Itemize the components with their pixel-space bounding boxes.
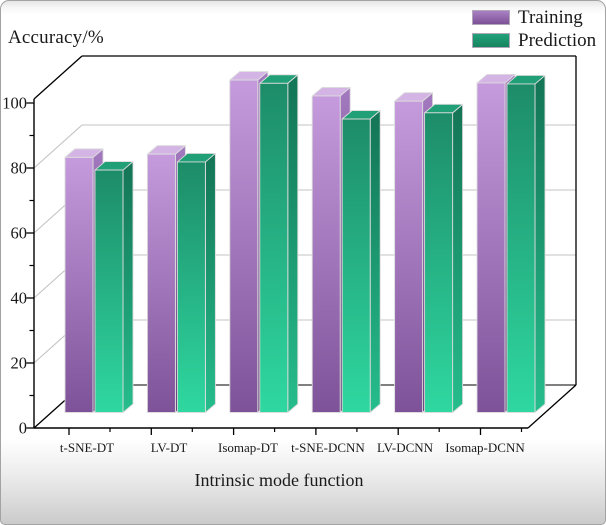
chart-line xyxy=(527,384,577,429)
x-category-label-LV-DCNN: LV-DCNN xyxy=(377,440,434,455)
bar-prediction-Isomap-DCNN-side xyxy=(534,74,546,413)
bar-training-LV-DT xyxy=(146,153,176,413)
y-tick-label-80: 80 xyxy=(11,159,28,178)
x-category-label-t-SNE-DT: t-SNE-DT xyxy=(60,440,114,455)
legend-item-prediction: Prediction xyxy=(472,29,596,52)
bar-prediction-Isomap-DCNN xyxy=(506,83,536,413)
bar-prediction-LV-DT-side xyxy=(204,152,216,413)
legend-swatch-prediction xyxy=(472,33,510,48)
bar-prediction-LV-DT xyxy=(176,161,206,413)
y-axis-title: Accuracy/% xyxy=(8,27,104,48)
bar-training-Isomap-DCNN xyxy=(476,82,506,413)
bar-prediction-Isomap-DT xyxy=(259,82,289,413)
bar-prediction-t-SNE-DCNN xyxy=(341,118,371,413)
legend-item-training: Training xyxy=(472,6,596,29)
bar-training-Isomap-DT xyxy=(229,79,259,413)
bar-prediction-LV-DCNN xyxy=(424,112,454,413)
chart-line xyxy=(33,124,83,169)
legend-label-prediction: Prediction xyxy=(518,30,597,51)
x-category-label-Isomap-DCNN: Isomap-DCNN xyxy=(445,440,525,455)
bar-prediction-Isomap-DT-side xyxy=(287,74,299,413)
y-tick-label-20: 20 xyxy=(11,354,28,373)
legend: Training Prediction xyxy=(472,6,596,52)
chart-line xyxy=(33,55,83,100)
legend-swatch-training xyxy=(472,10,510,25)
x-category-label-LV-DT: LV-DT xyxy=(151,440,188,455)
y-tick-label-40: 40 xyxy=(11,289,28,308)
y-tick-label-60: 60 xyxy=(11,224,28,243)
y-tick-label-0: 0 xyxy=(19,419,27,438)
x-category-label-Isomap-DT: Isomap-DT xyxy=(218,440,278,455)
x-category-label-t-SNE-DCNN: t-SNE-DCNN xyxy=(291,440,365,455)
bar-training-LV-DCNN xyxy=(394,100,424,413)
bar-prediction-LV-DCNN-side xyxy=(452,103,464,413)
bar-prediction-t-SNE-DT xyxy=(94,169,124,413)
bar-prediction-t-SNE-DCNN-side xyxy=(369,110,381,413)
x-axis-title: Intrinsic mode function xyxy=(194,470,364,490)
bar-training-t-SNE-DT xyxy=(64,156,94,413)
legend-label-training: Training xyxy=(518,7,583,28)
bar-prediction-t-SNE-DT-side xyxy=(122,161,134,413)
bar-training-t-SNE-DCNN xyxy=(311,95,341,413)
y-tick-label-100: 100 xyxy=(2,94,27,113)
